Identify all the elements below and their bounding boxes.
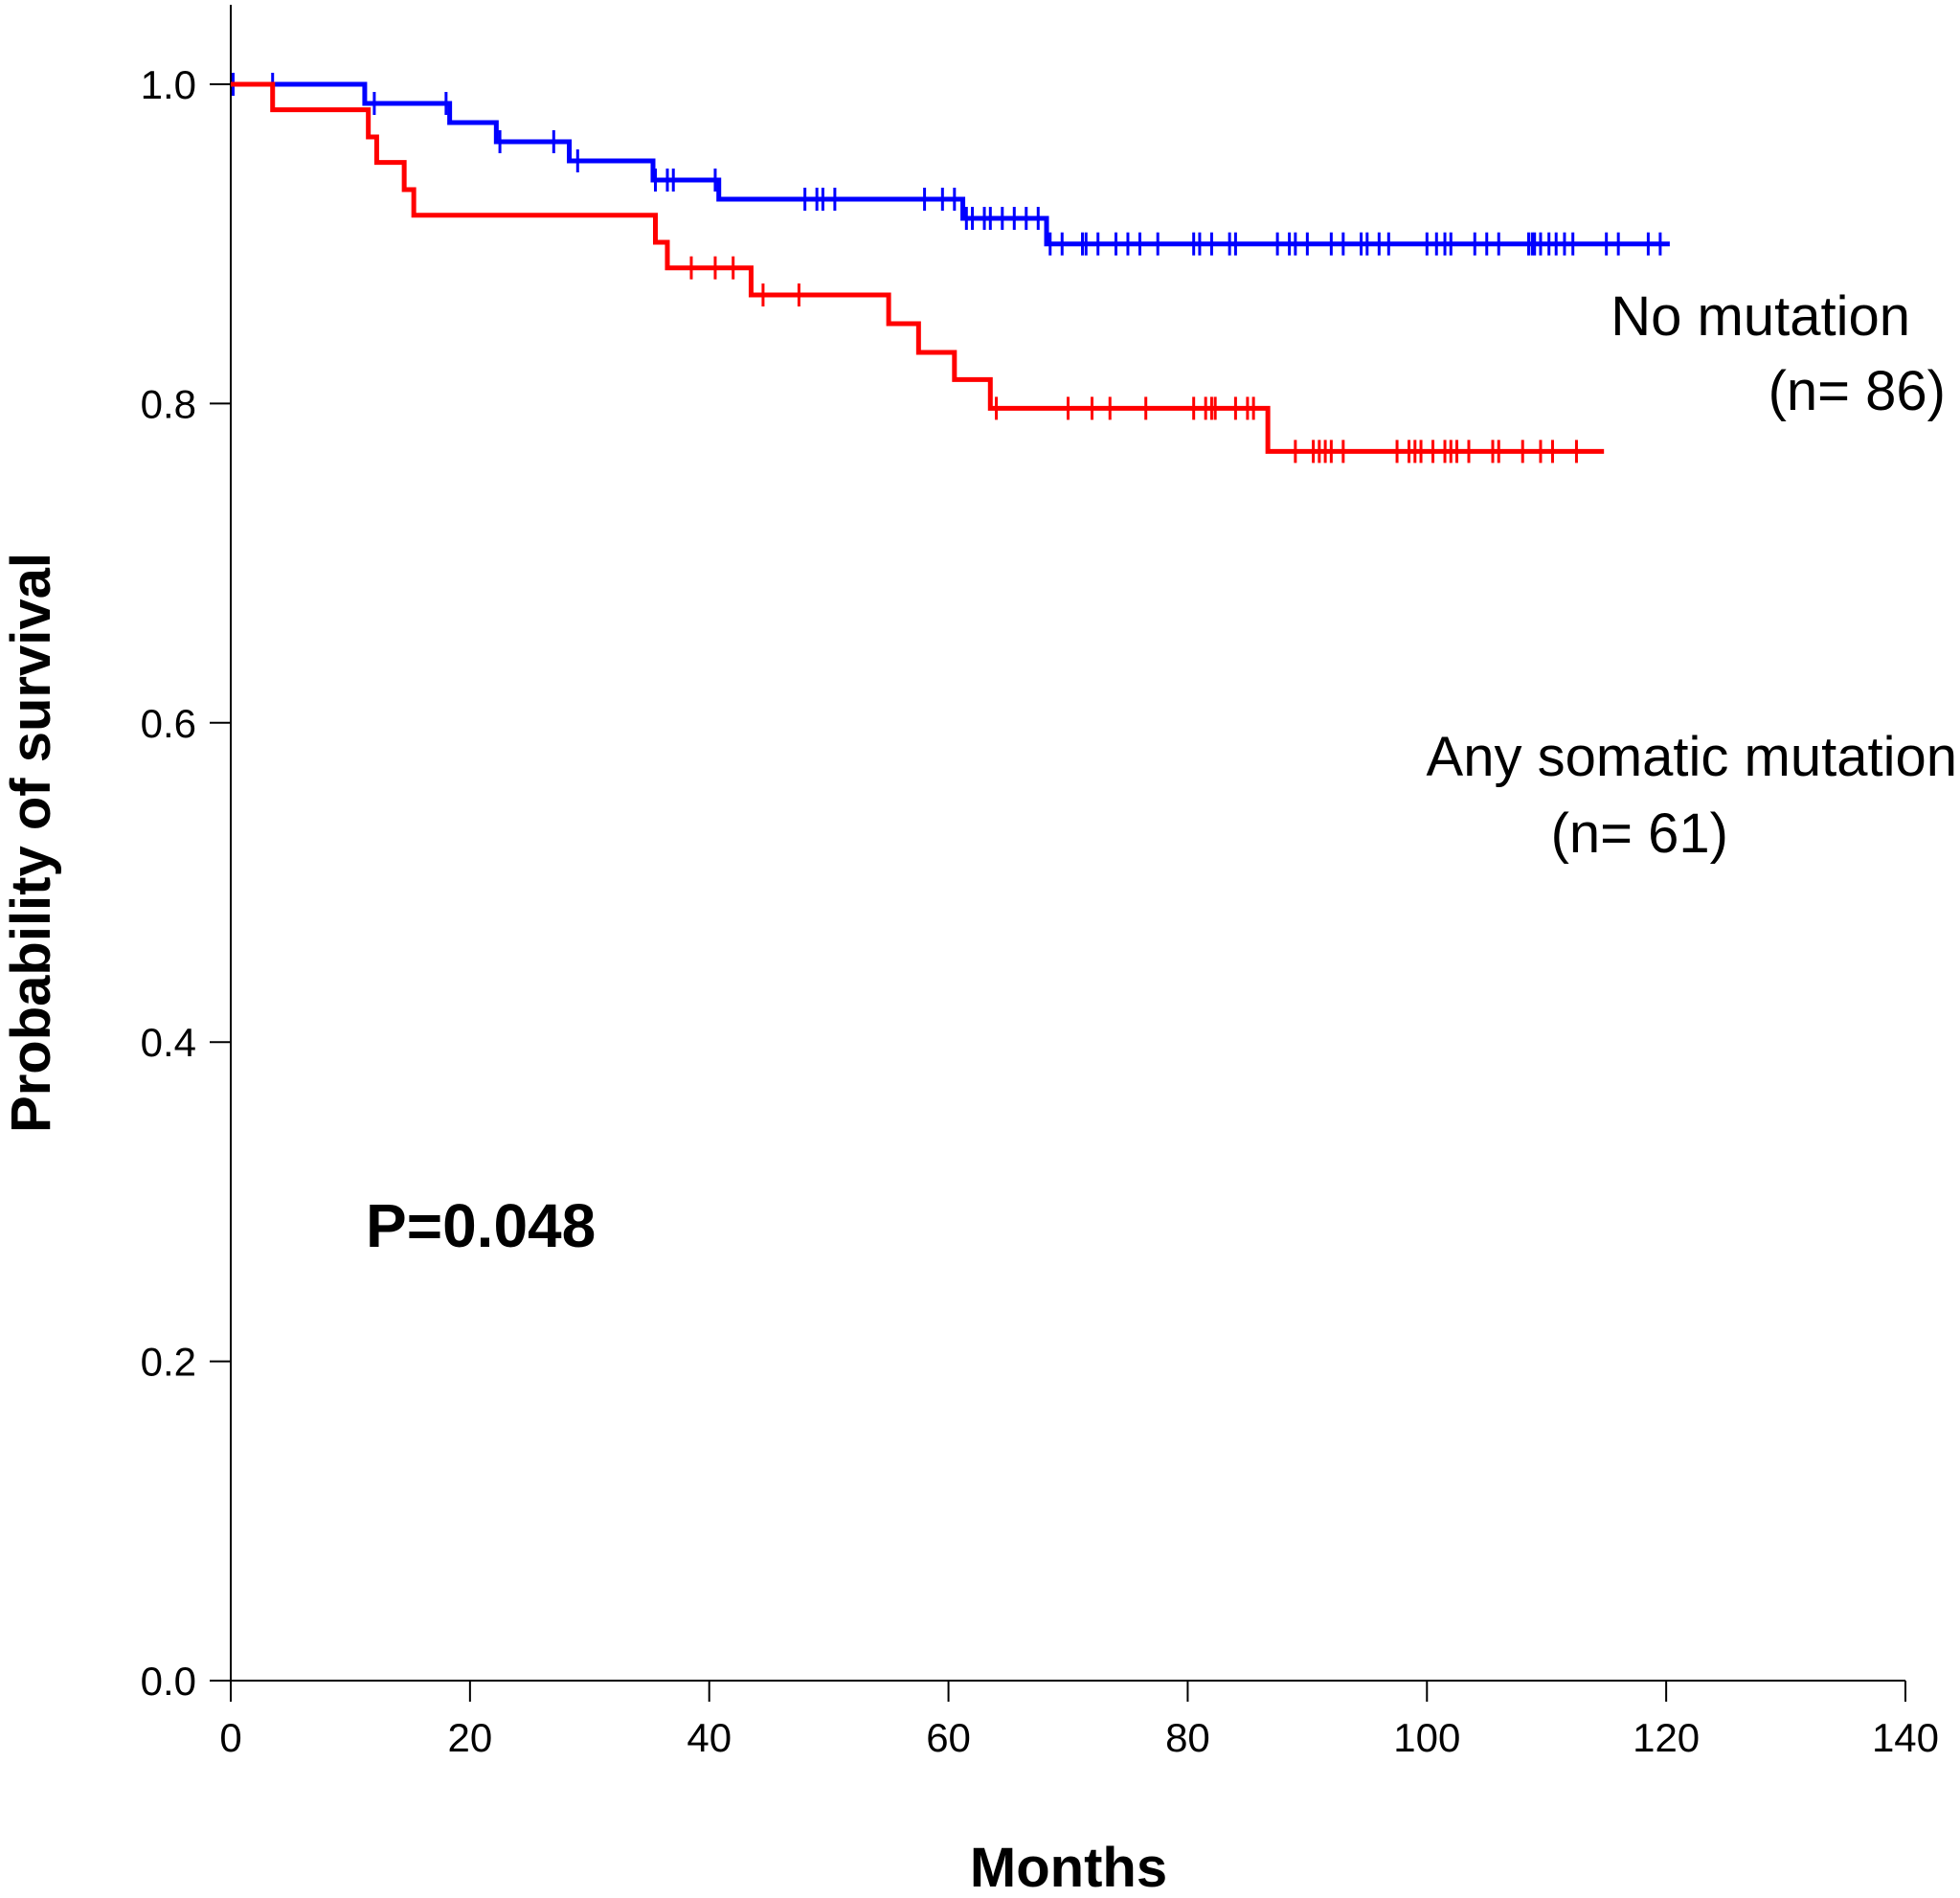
- p-value-annotation: P=0.048: [366, 1191, 596, 1260]
- x-tick-label: 80: [1165, 1715, 1210, 1760]
- x-axis-title: Months: [970, 1837, 1167, 1898]
- x-tick-label: 120: [1633, 1715, 1700, 1760]
- y-tick-label: 0.0: [141, 1659, 196, 1704]
- survival-curve-any-somatic-mutation: [231, 81, 1605, 454]
- series-any-somatic-mutation: [231, 81, 1605, 463]
- ticks: 0 20 40 60 80 100 120 140 0.0 0.2 0.4 0.6 0.8 1.0: [141, 62, 1939, 1760]
- y-axis-title: Probability of survival: [0, 553, 62, 1133]
- series-layer: [231, 73, 1670, 463]
- x-tick-label: 60: [926, 1715, 971, 1760]
- legend-no-mutation-label: No mutation: [1611, 285, 1910, 348]
- legend-any-mutation-label: Any somatic mutation: [1427, 726, 1957, 788]
- y-tick-label: 0.2: [141, 1340, 196, 1385]
- y-tick-label: 1.0: [141, 62, 196, 107]
- y-tick-label: 0.6: [141, 701, 196, 746]
- y-tick-label: 0.8: [141, 381, 196, 426]
- x-tick-label: 100: [1393, 1715, 1460, 1760]
- x-tick-label: 0: [219, 1715, 241, 1760]
- series-no-mutation: [231, 73, 1670, 256]
- y-tick-label: 0.4: [141, 1020, 196, 1065]
- axes: [230, 5, 1905, 1682]
- legend-any-mutation-count: (n= 61): [1551, 802, 1728, 865]
- x-tick-label: 40: [687, 1715, 732, 1760]
- legend-no-mutation-count: (n= 86): [1769, 360, 1946, 422]
- x-tick-label: 140: [1872, 1715, 1939, 1760]
- survival-curve-no-mutation: [231, 81, 1670, 247]
- x-tick-label: 20: [447, 1715, 492, 1760]
